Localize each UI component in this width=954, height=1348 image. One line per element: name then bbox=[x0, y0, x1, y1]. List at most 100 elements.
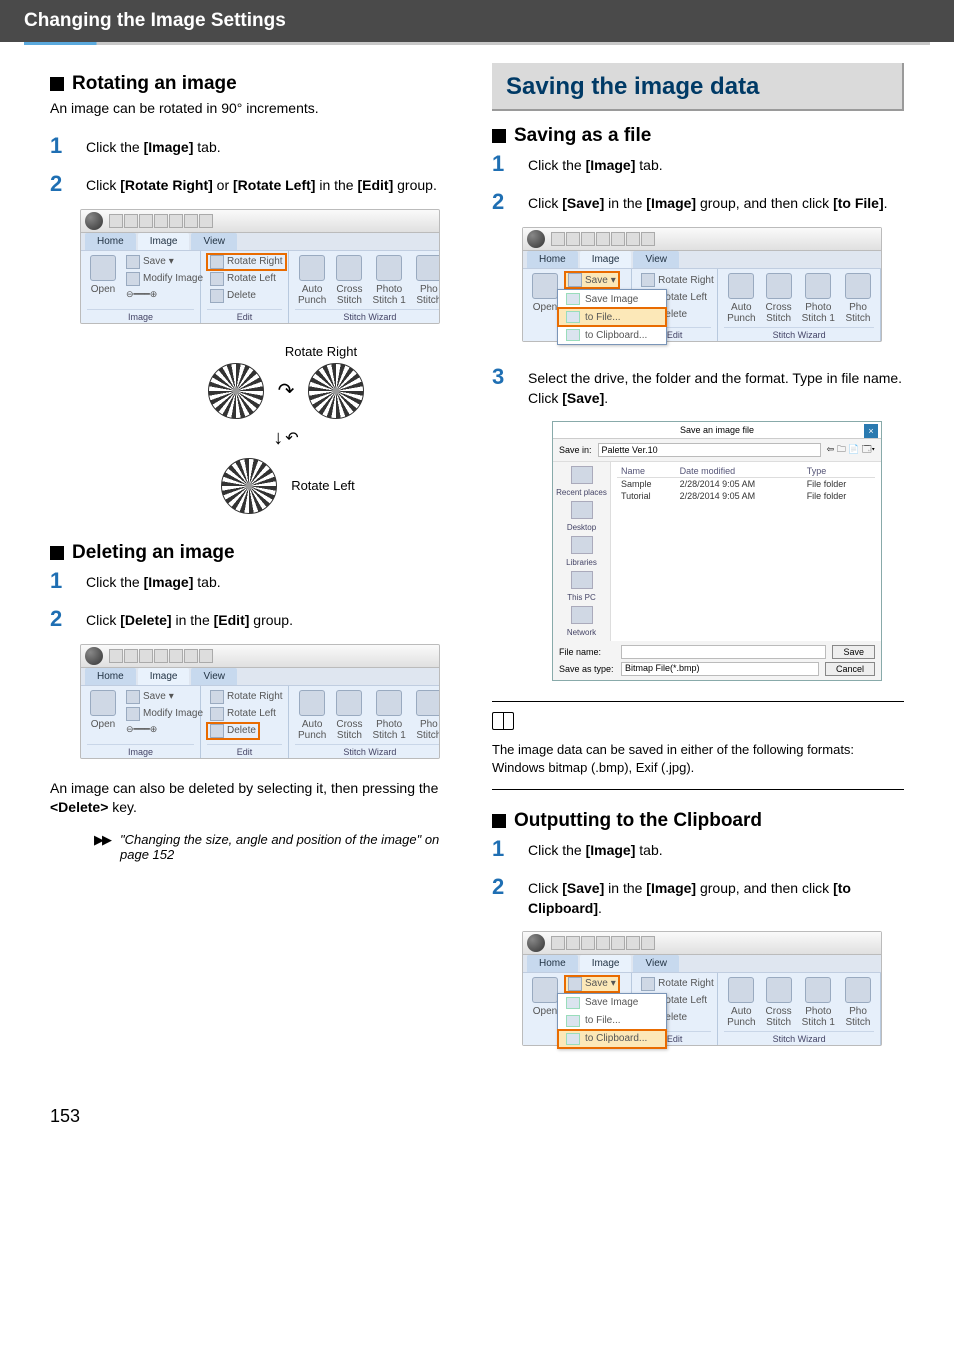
place-icon[interactable] bbox=[571, 571, 593, 589]
tab-home[interactable]: Home bbox=[85, 233, 136, 250]
open-button[interactable]: Open bbox=[87, 254, 119, 296]
rosette-before bbox=[208, 363, 264, 419]
arrow-down-icon: ↓ bbox=[273, 427, 283, 450]
place-icon[interactable] bbox=[571, 466, 593, 484]
auto-punch-icon bbox=[299, 690, 325, 716]
tab-view[interactable]: View bbox=[191, 668, 237, 685]
auto-punch-button[interactable]: Auto Punch bbox=[295, 254, 329, 307]
fig-ribbon: Open Save ▾ Modify Image ⊖━━━⊕ Image Rot… bbox=[81, 250, 439, 323]
save-dialog-save-button[interactable]: Save bbox=[832, 645, 875, 659]
photo-stitch1-button[interactable]: Photo Stitch 1 bbox=[799, 272, 838, 325]
tab-view[interactable]: View bbox=[191, 233, 237, 250]
fig-titlebar bbox=[81, 210, 439, 233]
save-type-field[interactable]: Bitmap File(*.bmp) bbox=[621, 662, 819, 676]
open-icon bbox=[532, 273, 558, 299]
bullet-square bbox=[50, 77, 64, 91]
to-clipboard-icon bbox=[566, 1033, 580, 1045]
auto-punch-button[interactable]: Auto Punch bbox=[295, 689, 329, 742]
save-button[interactable]: Save ▾ bbox=[565, 272, 619, 288]
rotate-demo: Rotate Right ↷ ↓ ↶ Rotate Left bbox=[110, 344, 462, 518]
cross-stitch-button[interactable]: Cross Stitch bbox=[333, 254, 365, 307]
place-icon[interactable] bbox=[571, 501, 593, 519]
tab-image[interactable]: Image bbox=[138, 668, 190, 685]
saving-step: 1 Click the [Image] tab. bbox=[492, 151, 904, 177]
modify-button[interactable]: Modify Image bbox=[123, 706, 206, 722]
step-body: Click [Rotate Right] or [Rotate Left] in… bbox=[86, 171, 462, 195]
place-icon[interactable] bbox=[571, 606, 593, 624]
place-label: Libraries bbox=[566, 558, 597, 567]
col-type[interactable]: Type bbox=[803, 465, 875, 478]
fig-tabs: Home Image View bbox=[523, 251, 881, 268]
menu-to-file[interactable]: to File... bbox=[558, 308, 666, 326]
dialog-file-list[interactable]: Name Date modified Type Sample 2/28/2014… bbox=[611, 462, 881, 641]
save-dropdown: Save Image to File... to Clipboard... bbox=[557, 993, 667, 1049]
photo-stitch2-button[interactable]: Pho Stitch bbox=[842, 272, 874, 325]
rotate-right-button[interactable]: Rotate Right bbox=[207, 254, 286, 270]
photo-stitch2-button[interactable]: Pho Stitch bbox=[413, 254, 440, 307]
tab-home[interactable]: Home bbox=[85, 668, 136, 685]
file-name-field[interactable] bbox=[621, 645, 826, 659]
save-button[interactable]: Save ▾ bbox=[123, 689, 206, 705]
save-image-icon bbox=[566, 997, 580, 1009]
fig-ribbon: Open Save ▾ Save Image to File... to Cli… bbox=[523, 268, 881, 341]
close-icon[interactable]: × bbox=[864, 424, 878, 438]
list-item[interactable]: Tutorial 2/28/2014 9:05 AM File folder bbox=[617, 490, 875, 502]
rotate-left-button[interactable]: Rotate Left bbox=[207, 271, 279, 287]
list-item[interactable]: Sample 2/28/2014 9:05 AM File folder bbox=[617, 477, 875, 490]
save-button[interactable]: Save ▾ bbox=[123, 254, 206, 270]
tab-view[interactable]: View bbox=[633, 251, 679, 268]
rotate-left-button[interactable]: Rotate Left bbox=[207, 706, 279, 722]
fig-tabs: Home Image View bbox=[81, 233, 439, 250]
rotate-right-button[interactable]: Rotate Right bbox=[207, 689, 286, 705]
photo-stitch1-button[interactable]: Photo Stitch 1 bbox=[799, 976, 838, 1029]
open-icon bbox=[532, 977, 558, 1003]
deleting-step: 1 Click the [Image] tab. bbox=[50, 568, 462, 594]
tab-home[interactable]: Home bbox=[527, 955, 578, 972]
step-body: Click the [Image] tab. bbox=[86, 568, 462, 592]
cross-stitch-button[interactable]: Cross Stitch bbox=[763, 976, 795, 1029]
tab-image[interactable]: Image bbox=[138, 233, 190, 250]
cross-stitch-button[interactable]: Cross Stitch bbox=[333, 689, 365, 742]
rotate-right-button[interactable]: Rotate Right bbox=[638, 272, 717, 288]
saving-step: 3 Select the drive, the folder and the f… bbox=[492, 364, 904, 409]
menu-to-file[interactable]: to File... bbox=[558, 1012, 666, 1030]
nav-icons[interactable]: ⇦ 🗀 📄 🗔▾ bbox=[827, 442, 875, 458]
photo-stitch1-button[interactable]: Photo Stitch 1 bbox=[369, 689, 408, 742]
tab-image[interactable]: Image bbox=[580, 251, 632, 268]
fig-tabs: Home Image View bbox=[523, 955, 881, 972]
col-name[interactable]: Name bbox=[617, 465, 676, 478]
app-icon bbox=[85, 647, 103, 665]
open-button[interactable]: Open bbox=[87, 689, 119, 731]
tab-home[interactable]: Home bbox=[527, 251, 578, 268]
photo-stitch1-button[interactable]: Photo Stitch 1 bbox=[369, 254, 408, 307]
cross-stitch-button[interactable]: Cross Stitch bbox=[763, 272, 795, 325]
group-label-edit: Edit bbox=[207, 744, 282, 757]
photo-stitch2-button[interactable]: Pho Stitch bbox=[842, 976, 874, 1029]
menu-save-image[interactable]: Save Image bbox=[558, 290, 666, 308]
menu-to-clipboard[interactable]: to Clipboard... bbox=[558, 326, 666, 344]
auto-punch-button[interactable]: Auto Punch bbox=[724, 272, 758, 325]
slider[interactable]: ⊖━━━⊕ bbox=[123, 288, 206, 301]
rotate-right-button[interactable]: Rotate Right bbox=[638, 976, 717, 992]
modify-button[interactable]: Modify Image bbox=[123, 271, 206, 287]
menu-to-clipboard[interactable]: to Clipboard... bbox=[558, 1030, 666, 1048]
auto-punch-icon bbox=[728, 273, 754, 299]
delete-button[interactable]: Delete bbox=[207, 723, 259, 739]
slider[interactable]: ⊖━━━⊕ bbox=[123, 723, 206, 736]
step-number: 1 bbox=[50, 133, 68, 159]
place-label: Network bbox=[567, 628, 596, 637]
tab-image[interactable]: Image bbox=[580, 955, 632, 972]
auto-punch-button[interactable]: Auto Punch bbox=[724, 976, 758, 1029]
col-date[interactable]: Date modified bbox=[676, 465, 803, 478]
menu-save-image[interactable]: Save Image bbox=[558, 994, 666, 1012]
photo-stitch2-button[interactable]: Pho Stitch bbox=[413, 689, 440, 742]
ribbon-group-stitch: Auto Punch Cross Stitch Photo Stitch 1 P… bbox=[718, 269, 881, 341]
save-dialog-cancel-button[interactable]: Cancel bbox=[825, 662, 875, 676]
save-button[interactable]: Save ▾ bbox=[565, 976, 619, 992]
save-dropdown: Save Image to File... to Clipboard... bbox=[557, 289, 667, 345]
delete-button[interactable]: Delete bbox=[207, 288, 259, 304]
auto-punch-icon bbox=[728, 977, 754, 1003]
place-icon[interactable] bbox=[571, 536, 593, 554]
tab-view[interactable]: View bbox=[633, 955, 679, 972]
save-in-field[interactable] bbox=[598, 443, 821, 457]
